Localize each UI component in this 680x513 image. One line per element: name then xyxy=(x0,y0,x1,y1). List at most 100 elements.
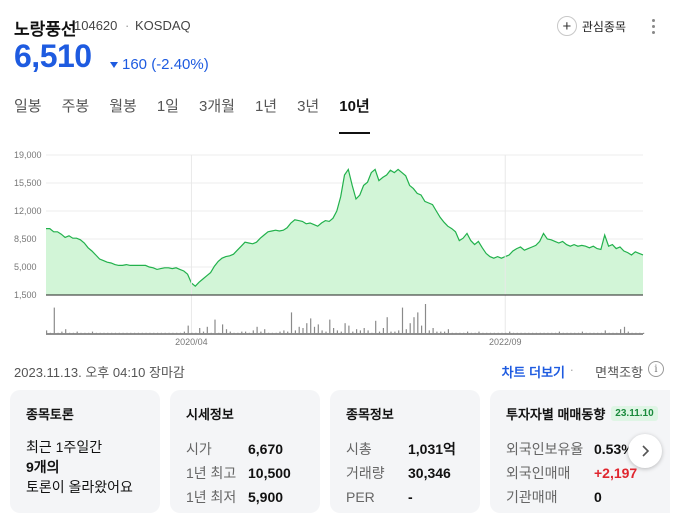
volume-bar xyxy=(118,332,120,334)
volume-bar xyxy=(340,331,342,334)
volume-bar xyxy=(233,332,235,334)
disclaimer-link[interactable]: 면책조항 xyxy=(595,365,643,380)
volume-bar xyxy=(478,331,480,334)
chart-more-link[interactable]: 차트 더보기 xyxy=(501,365,565,380)
card-company-info[interactable]: 종목정보 시총 1,031억 거래량 30,346 PER - xyxy=(330,390,480,513)
info-row: 시가 6,670 xyxy=(186,441,284,457)
y-tick-label: 12,000 xyxy=(14,206,42,216)
volume-bar xyxy=(627,331,629,334)
tab-10years[interactable]: 10년 xyxy=(339,96,370,134)
volume-bar xyxy=(199,328,201,334)
volume-bar xyxy=(122,332,124,334)
y-tick-label: 8,500 xyxy=(14,234,37,244)
volume-bar xyxy=(367,330,369,334)
volume-bar xyxy=(558,331,560,334)
volume-bar xyxy=(352,331,354,334)
volume-bar xyxy=(210,332,212,334)
watchlist-label: 관심종목 xyxy=(581,19,626,34)
card-discussion[interactable]: 종목토론 최근 1주일간 9개의 토론이 올라왔어요 xyxy=(10,390,160,513)
volume-bar xyxy=(317,324,319,334)
volume-bar xyxy=(574,332,576,334)
volume-bar xyxy=(256,326,258,334)
volume-bar xyxy=(509,331,511,334)
price-change-value: 160 (-2.40%) xyxy=(122,56,209,73)
volume-bar xyxy=(134,332,136,334)
card-market-info[interactable]: 시세정보 시가 6,670 1년 최고 10,500 1년 최저 5,900 xyxy=(170,390,320,513)
card-title: 투자자별 매매동향 23.11.10 xyxy=(506,404,670,423)
volume-bar xyxy=(302,328,304,334)
discussion-line: 토론이 올라왔어요 xyxy=(26,479,133,495)
volume-bar xyxy=(505,332,507,334)
volume-bar xyxy=(516,332,518,334)
volume-bar xyxy=(597,332,599,334)
volume-bar xyxy=(489,332,492,334)
volume-bar xyxy=(608,332,610,334)
volume-bar xyxy=(566,332,568,334)
tab-weekly[interactable]: 주봉 xyxy=(61,98,90,115)
volume-bar xyxy=(91,331,94,334)
volume-bar xyxy=(524,332,526,334)
tab-3months[interactable]: 3개월 xyxy=(198,98,235,115)
volume-bar xyxy=(577,332,580,334)
more-options-button[interactable] xyxy=(646,15,660,37)
volume-bar xyxy=(157,332,159,334)
tab-daily[interactable]: 일봉 xyxy=(14,98,42,115)
volume-bar xyxy=(329,319,331,334)
price-chart[interactable]: 19,000 15,500 12,000 8,500 5,000 1,500 2020/04… xyxy=(0,140,680,355)
volume-bar xyxy=(612,332,614,334)
volume-bar xyxy=(141,332,143,334)
card-title: 시세정보 xyxy=(186,407,234,422)
tab-monthly[interactable]: 월봉 xyxy=(109,98,137,115)
volume-bar xyxy=(474,332,476,334)
volume-bar xyxy=(218,332,220,334)
volume-bar xyxy=(401,307,404,334)
volume-bar xyxy=(321,330,323,334)
volume-bar xyxy=(126,332,128,334)
tab-1year[interactable]: 1년 xyxy=(254,98,278,115)
volume-bar xyxy=(336,330,338,334)
volume-bar xyxy=(382,328,384,334)
volume-bar xyxy=(344,323,346,334)
volume-bar xyxy=(593,332,595,334)
info-row: 1년 최저 5,900 xyxy=(186,489,284,505)
down-triangle-icon xyxy=(110,61,118,68)
add-watchlist-button[interactable]: + 관심종목 xyxy=(556,14,626,38)
volume-bar xyxy=(294,330,296,334)
volume-bar xyxy=(547,332,549,334)
volume-bar xyxy=(313,326,316,334)
volume-bar xyxy=(172,332,174,334)
next-cards-button[interactable] xyxy=(628,434,662,468)
volume-bar xyxy=(306,323,308,334)
info-icon[interactable]: i xyxy=(648,361,664,377)
volume-bar xyxy=(137,332,139,334)
volume-bar xyxy=(310,318,312,334)
info-row: 거래량 30,346 xyxy=(346,465,451,481)
volume-bar xyxy=(248,332,250,334)
x-tick-label: 2020/04 xyxy=(175,337,208,347)
price-change: 160 (-2.40%) xyxy=(110,56,209,73)
volume-bar xyxy=(241,331,243,334)
volume-bar xyxy=(111,332,113,334)
date-badge: 23.11.10 xyxy=(611,406,658,421)
volume-bar xyxy=(482,332,484,334)
info-row: PER - xyxy=(346,489,413,505)
info-row: 외국인보유율 0.53% xyxy=(506,441,634,457)
chevron-right-icon xyxy=(642,445,650,457)
volume-bar xyxy=(620,329,622,334)
volume-bar xyxy=(164,332,166,334)
volume-bar xyxy=(436,331,438,334)
info-row: 시총 1,031억 xyxy=(346,441,456,457)
volume-bar xyxy=(95,332,97,334)
volume-bar xyxy=(535,332,537,334)
volume-bar xyxy=(222,324,224,334)
volume-bar xyxy=(348,325,350,334)
volume-bar xyxy=(225,329,228,334)
volume-bar xyxy=(46,330,48,334)
price-line xyxy=(46,167,644,288)
tab-3years[interactable]: 3년 xyxy=(297,98,320,115)
volume-bar xyxy=(493,332,495,334)
tab-1day[interactable]: 1일 xyxy=(156,98,179,115)
volume-bar xyxy=(333,328,335,334)
volume-bar xyxy=(275,332,277,334)
volume-bar xyxy=(195,332,197,334)
